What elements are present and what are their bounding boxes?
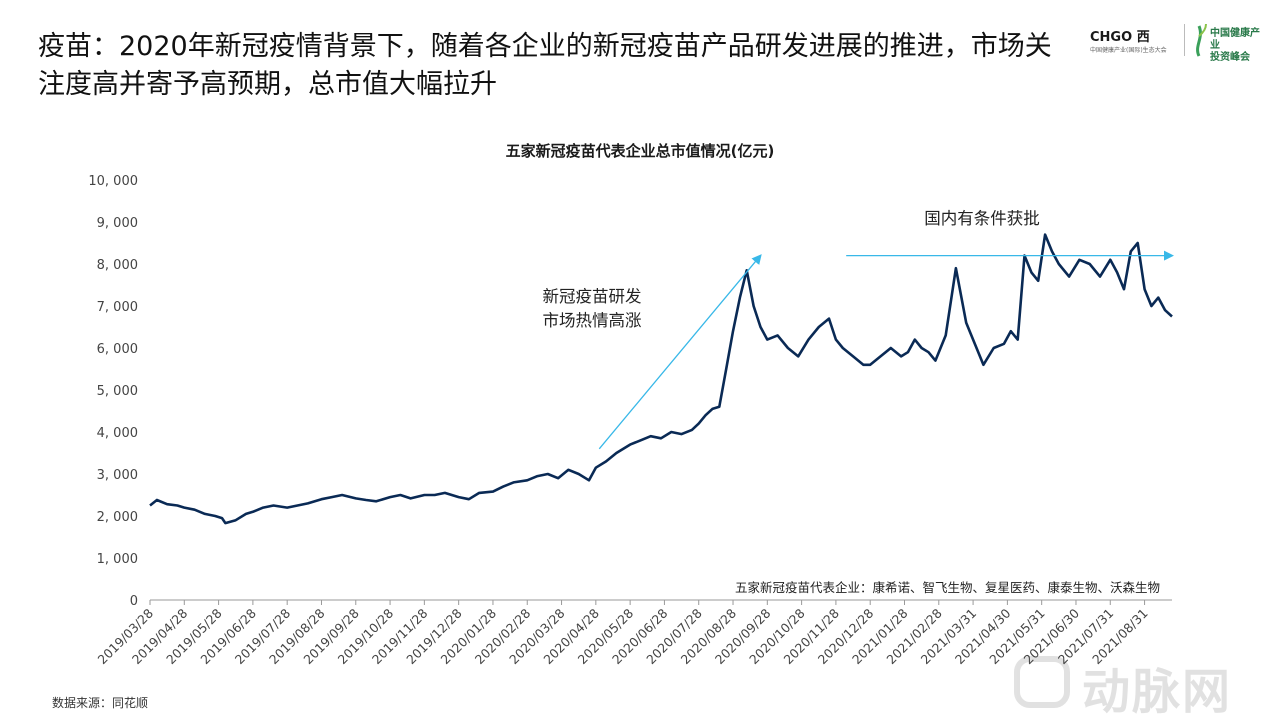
- page-title: 疫苗：2020年新冠疫情背景下，随着各企业的新冠疫苗产品研发进展的推进，市场关注…: [38, 31, 1052, 100]
- logo: CHGO 西 中国健康产业(国际)生态大会 中国健康产业 投资峰会: [1090, 20, 1265, 63]
- y-tick-label: 2, 000: [97, 510, 138, 525]
- y-tick-label: 8, 000: [97, 258, 138, 273]
- logo-divider: [1184, 24, 1185, 56]
- data-source: 数据来源：同花顺: [52, 696, 149, 710]
- watermark: 动脉网: [1010, 652, 1272, 720]
- logo-brand-sub: 中国健康产业(国际)生态大会: [1090, 47, 1167, 54]
- y-tick-label: 10, 000: [88, 174, 138, 189]
- y-tick-label: 5, 000: [97, 384, 138, 399]
- y-tick-label: 7, 000: [97, 300, 138, 315]
- chart-title: 五家新冠疫苗代表企业总市值情况(亿元): [505, 142, 775, 160]
- annotation-companies-text: 五家新冠疫苗代表企业：康希诺、智飞生物、复星医药、康泰生物、沃森生物: [735, 580, 1160, 595]
- leaf-icon: [1196, 23, 1207, 57]
- watermark-logo-icon: [1014, 656, 1070, 708]
- y-tick-label: 1, 000: [97, 552, 138, 567]
- logo-brand2: 中国健康产业 投资峰会: [1210, 28, 1260, 63]
- logo-brand-main: CHGO 西: [1090, 30, 1150, 45]
- y-tick-label: 3, 000: [97, 468, 138, 483]
- y-tick-label: 9, 000: [97, 216, 138, 231]
- annotation-rise-text: 市场热情高涨: [543, 311, 642, 330]
- market-cap-series-line: [149, 233, 1173, 525]
- watermark-text: 动脉网: [1082, 664, 1233, 720]
- y-tick-label: 4, 000: [97, 426, 138, 441]
- y-tick-label: 0: [130, 594, 138, 609]
- annotation-approval-text: 国内有条件获批: [924, 209, 1040, 228]
- rise-arrow-icon: [598, 254, 762, 450]
- annotation-rise-text: 新冠疫苗研发: [543, 287, 642, 306]
- y-tick-label: 6, 000: [97, 342, 138, 357]
